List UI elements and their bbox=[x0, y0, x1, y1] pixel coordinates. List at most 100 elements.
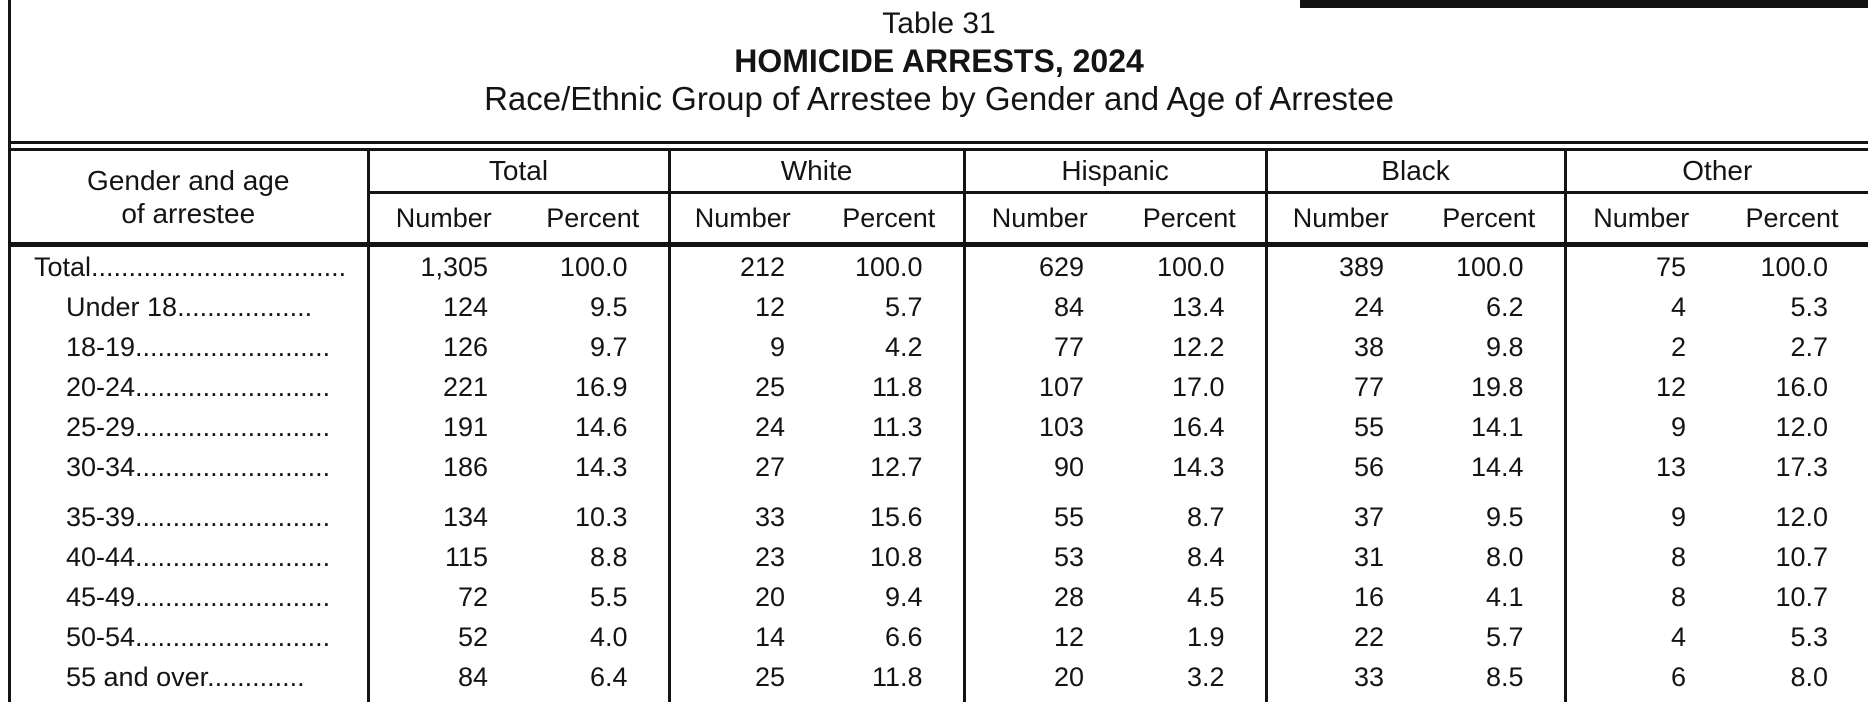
number-cell: 1,305 bbox=[366, 244, 518, 287]
percent-cell: 4.1 bbox=[1485, 581, 1524, 612]
number-cell bbox=[962, 697, 1115, 702]
percent-cell: 13.4 bbox=[1171, 291, 1225, 322]
number-cell bbox=[366, 697, 518, 702]
percent-cell: 10.8 bbox=[869, 541, 923, 572]
percent-cell: 16.4 bbox=[1171, 411, 1225, 442]
percent-cell bbox=[1716, 487, 1868, 497]
percent-cell: 11.3 bbox=[871, 411, 923, 442]
percent-cell: 3.2 bbox=[1186, 661, 1225, 692]
group-header-row: Gender and age of arrestee Total White H… bbox=[10, 146, 1868, 247]
percent-cell: 14.6 bbox=[574, 411, 628, 442]
table-subtitle: Race/Ethnic Group of Arrestee by Gender … bbox=[484, 80, 1394, 117]
arrests-table: Gender and age of arrestee Total White H… bbox=[10, 141, 1868, 702]
percent-cell bbox=[815, 487, 964, 497]
number-cell: 16 bbox=[1264, 577, 1415, 617]
row-label-cell: 40-44.......................... bbox=[10, 537, 370, 577]
percent-cell bbox=[1114, 487, 1266, 497]
top-black-bar bbox=[1300, 0, 1868, 8]
table-row: 35-39.......................... 134 10.3 33… bbox=[10, 497, 1868, 537]
percent-cell: 9.5 bbox=[589, 291, 628, 322]
number-cell: 25 bbox=[667, 657, 815, 697]
row-label-cell: Total.................................. bbox=[10, 244, 370, 287]
table-row: 55 and over............. 84 6.4 25 11.8 20 3.2… bbox=[10, 657, 1868, 697]
number-cell: 24 bbox=[667, 407, 815, 447]
percent-cell: 8.7 bbox=[1186, 501, 1225, 532]
number-cell: 37 bbox=[1264, 497, 1415, 537]
percent-cell: 10.3 bbox=[574, 501, 628, 532]
row-label-cell: Under 18.................. bbox=[10, 287, 370, 327]
row-header-line1: Gender and age bbox=[87, 164, 290, 196]
percent-cell: 11.8 bbox=[871, 661, 923, 692]
percent-cell: 6.4 bbox=[589, 661, 628, 692]
percent-header: Percent bbox=[815, 192, 965, 247]
percent-cell: 4.5 bbox=[1186, 581, 1225, 612]
table-row: Total.................................. 1… bbox=[10, 244, 1868, 287]
percent-cell: 10.7 bbox=[1775, 541, 1829, 572]
number-cell bbox=[1264, 697, 1415, 702]
number-cell: 186 bbox=[366, 447, 518, 487]
percent-cell: 8.5 bbox=[1485, 661, 1524, 692]
number-cell: 24 bbox=[1264, 287, 1415, 327]
table-body: Total.................................. 1… bbox=[10, 244, 1868, 702]
number-cell: 20 bbox=[962, 657, 1115, 697]
percent-cell: 16.0 bbox=[1775, 371, 1829, 402]
row-label-cell: 30-34.......................... bbox=[10, 447, 370, 487]
number-cell: 124 bbox=[366, 287, 518, 327]
number-cell: 14 bbox=[667, 617, 815, 657]
number-cell: 77 bbox=[1264, 367, 1415, 407]
number-cell: 212 bbox=[667, 244, 815, 287]
number-cell: 27 bbox=[667, 447, 815, 487]
percent-cell bbox=[1114, 697, 1266, 702]
number-cell: 22 bbox=[1264, 617, 1415, 657]
number-cell: 221 bbox=[366, 367, 518, 407]
row-label-cell: 25-29.......................... bbox=[10, 407, 370, 447]
table-row: Under 18.................. 124 9.5 12 5.7 84 1… bbox=[10, 287, 1868, 327]
number-cell bbox=[1563, 697, 1717, 702]
percent-cell: 14.1 bbox=[1470, 411, 1524, 442]
percent-header: Percent bbox=[1114, 192, 1267, 247]
number-cell: 8 bbox=[1563, 577, 1717, 617]
row-label-cell: 55 and over............. bbox=[10, 657, 370, 697]
number-cell: 9 bbox=[1563, 497, 1717, 537]
percent-cell bbox=[815, 697, 964, 702]
number-cell: 629 bbox=[962, 244, 1115, 287]
percent-cell: 12.2 bbox=[1171, 331, 1225, 362]
page-left-border bbox=[8, 0, 11, 702]
filler-row bbox=[10, 697, 1868, 702]
percent-cell: 12.0 bbox=[1775, 411, 1829, 442]
number-cell: 4 bbox=[1563, 287, 1717, 327]
percent-cell: 100.0 bbox=[854, 251, 923, 282]
percent-cell: 10.7 bbox=[1775, 581, 1829, 612]
row-label-cell: 20-24.......................... bbox=[10, 367, 370, 407]
number-cell: 103 bbox=[962, 407, 1115, 447]
row-header-line2: of arrestee bbox=[121, 197, 256, 229]
percent-cell: 8.8 bbox=[589, 541, 628, 572]
number-cell bbox=[1264, 487, 1415, 497]
percent-cell: 100.0 bbox=[559, 251, 628, 282]
number-header: Number bbox=[1563, 192, 1717, 247]
number-cell: 9 bbox=[1563, 407, 1717, 447]
sub-header-row: Number Percent Number Percent Number Per… bbox=[10, 192, 1868, 247]
group-spacer-row bbox=[10, 487, 1868, 497]
number-cell: 8 bbox=[1563, 537, 1717, 577]
row-header-cell: Gender and age of arrestee bbox=[10, 146, 370, 247]
number-cell: 52 bbox=[366, 617, 518, 657]
percent-cell: 8.0 bbox=[1485, 541, 1524, 572]
number-cell: 55 bbox=[1264, 407, 1415, 447]
title-block: Table 31 HOMICIDE ARRESTS, 2024 Race/Eth… bbox=[10, 6, 1868, 118]
percent-cell bbox=[1716, 697, 1868, 702]
percent-cell: 16.9 bbox=[574, 371, 628, 402]
percent-cell bbox=[1414, 697, 1565, 702]
group-header-black: Black bbox=[1264, 146, 1566, 194]
group-header-hispanic: Hispanic bbox=[962, 146, 1267, 194]
group-header-other: Other bbox=[1563, 146, 1868, 194]
row-label-cell bbox=[10, 697, 370, 702]
percent-cell: 15.6 bbox=[869, 501, 923, 532]
number-header: Number bbox=[667, 192, 815, 247]
percent-cell: 9.7 bbox=[589, 331, 628, 362]
number-cell: 12 bbox=[667, 287, 815, 327]
percent-cell: 14.3 bbox=[1171, 451, 1225, 482]
percent-cell: 14.4 bbox=[1470, 451, 1524, 482]
table-row: 25-29.......................... 191 14.6 24… bbox=[10, 407, 1868, 447]
number-cell bbox=[962, 487, 1115, 497]
